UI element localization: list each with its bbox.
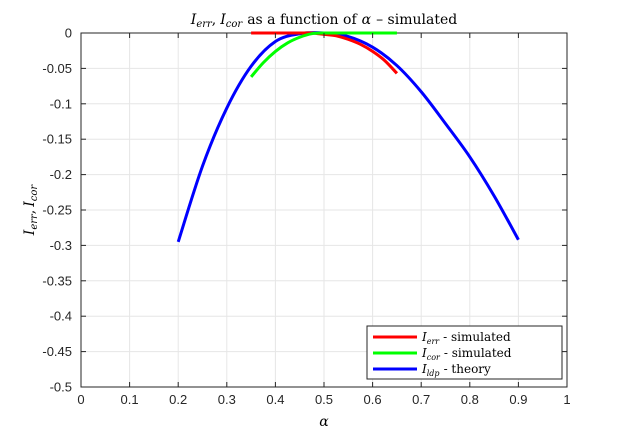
series-line-ldp bbox=[176, 31, 520, 243]
x-tick-label: 0.2 bbox=[169, 392, 187, 407]
y-tick-label: -0.05 bbox=[42, 61, 72, 76]
y-tick-label: -0.5 bbox=[50, 380, 72, 395]
x-axis-label: α bbox=[319, 414, 329, 430]
y-tick-label: -0.2 bbox=[50, 167, 72, 182]
y-tick-label: -0.4 bbox=[50, 309, 72, 324]
y-tick-label: -0.15 bbox=[42, 132, 72, 147]
x-tick-label: 0.6 bbox=[364, 392, 382, 407]
y-tick-label: -0.1 bbox=[50, 96, 72, 111]
x-tick-label: 0.4 bbox=[266, 392, 284, 407]
x-tick-label: 0.7 bbox=[412, 392, 430, 407]
legend-label-err: Ierr - simulated bbox=[421, 330, 511, 346]
y-tick-label: -0.3 bbox=[50, 238, 72, 253]
x-tick-label: 0 bbox=[77, 392, 84, 407]
legend-label-ldp: Ildp - theory bbox=[421, 362, 491, 378]
x-tick-label: 0.9 bbox=[509, 392, 527, 407]
x-tick-label: 0.1 bbox=[121, 392, 139, 407]
x-tick-label: 0.8 bbox=[461, 392, 479, 407]
y-tick-label: -0.45 bbox=[42, 344, 72, 359]
x-tick-label: 1 bbox=[563, 392, 570, 407]
x-tick-label: 0.3 bbox=[218, 392, 236, 407]
chart-title: Ierr, Icor as a function of α – simulated bbox=[190, 12, 457, 30]
y-axis-label: Ierr,Icor bbox=[22, 184, 40, 237]
x-tick-label: 0.5 bbox=[315, 392, 333, 407]
legend-label-cor: Icor - simulated bbox=[421, 346, 512, 362]
y-tick-label: 0 bbox=[65, 26, 72, 41]
y-tick-label: -0.35 bbox=[42, 273, 72, 288]
y-tick-label: -0.25 bbox=[42, 203, 72, 218]
